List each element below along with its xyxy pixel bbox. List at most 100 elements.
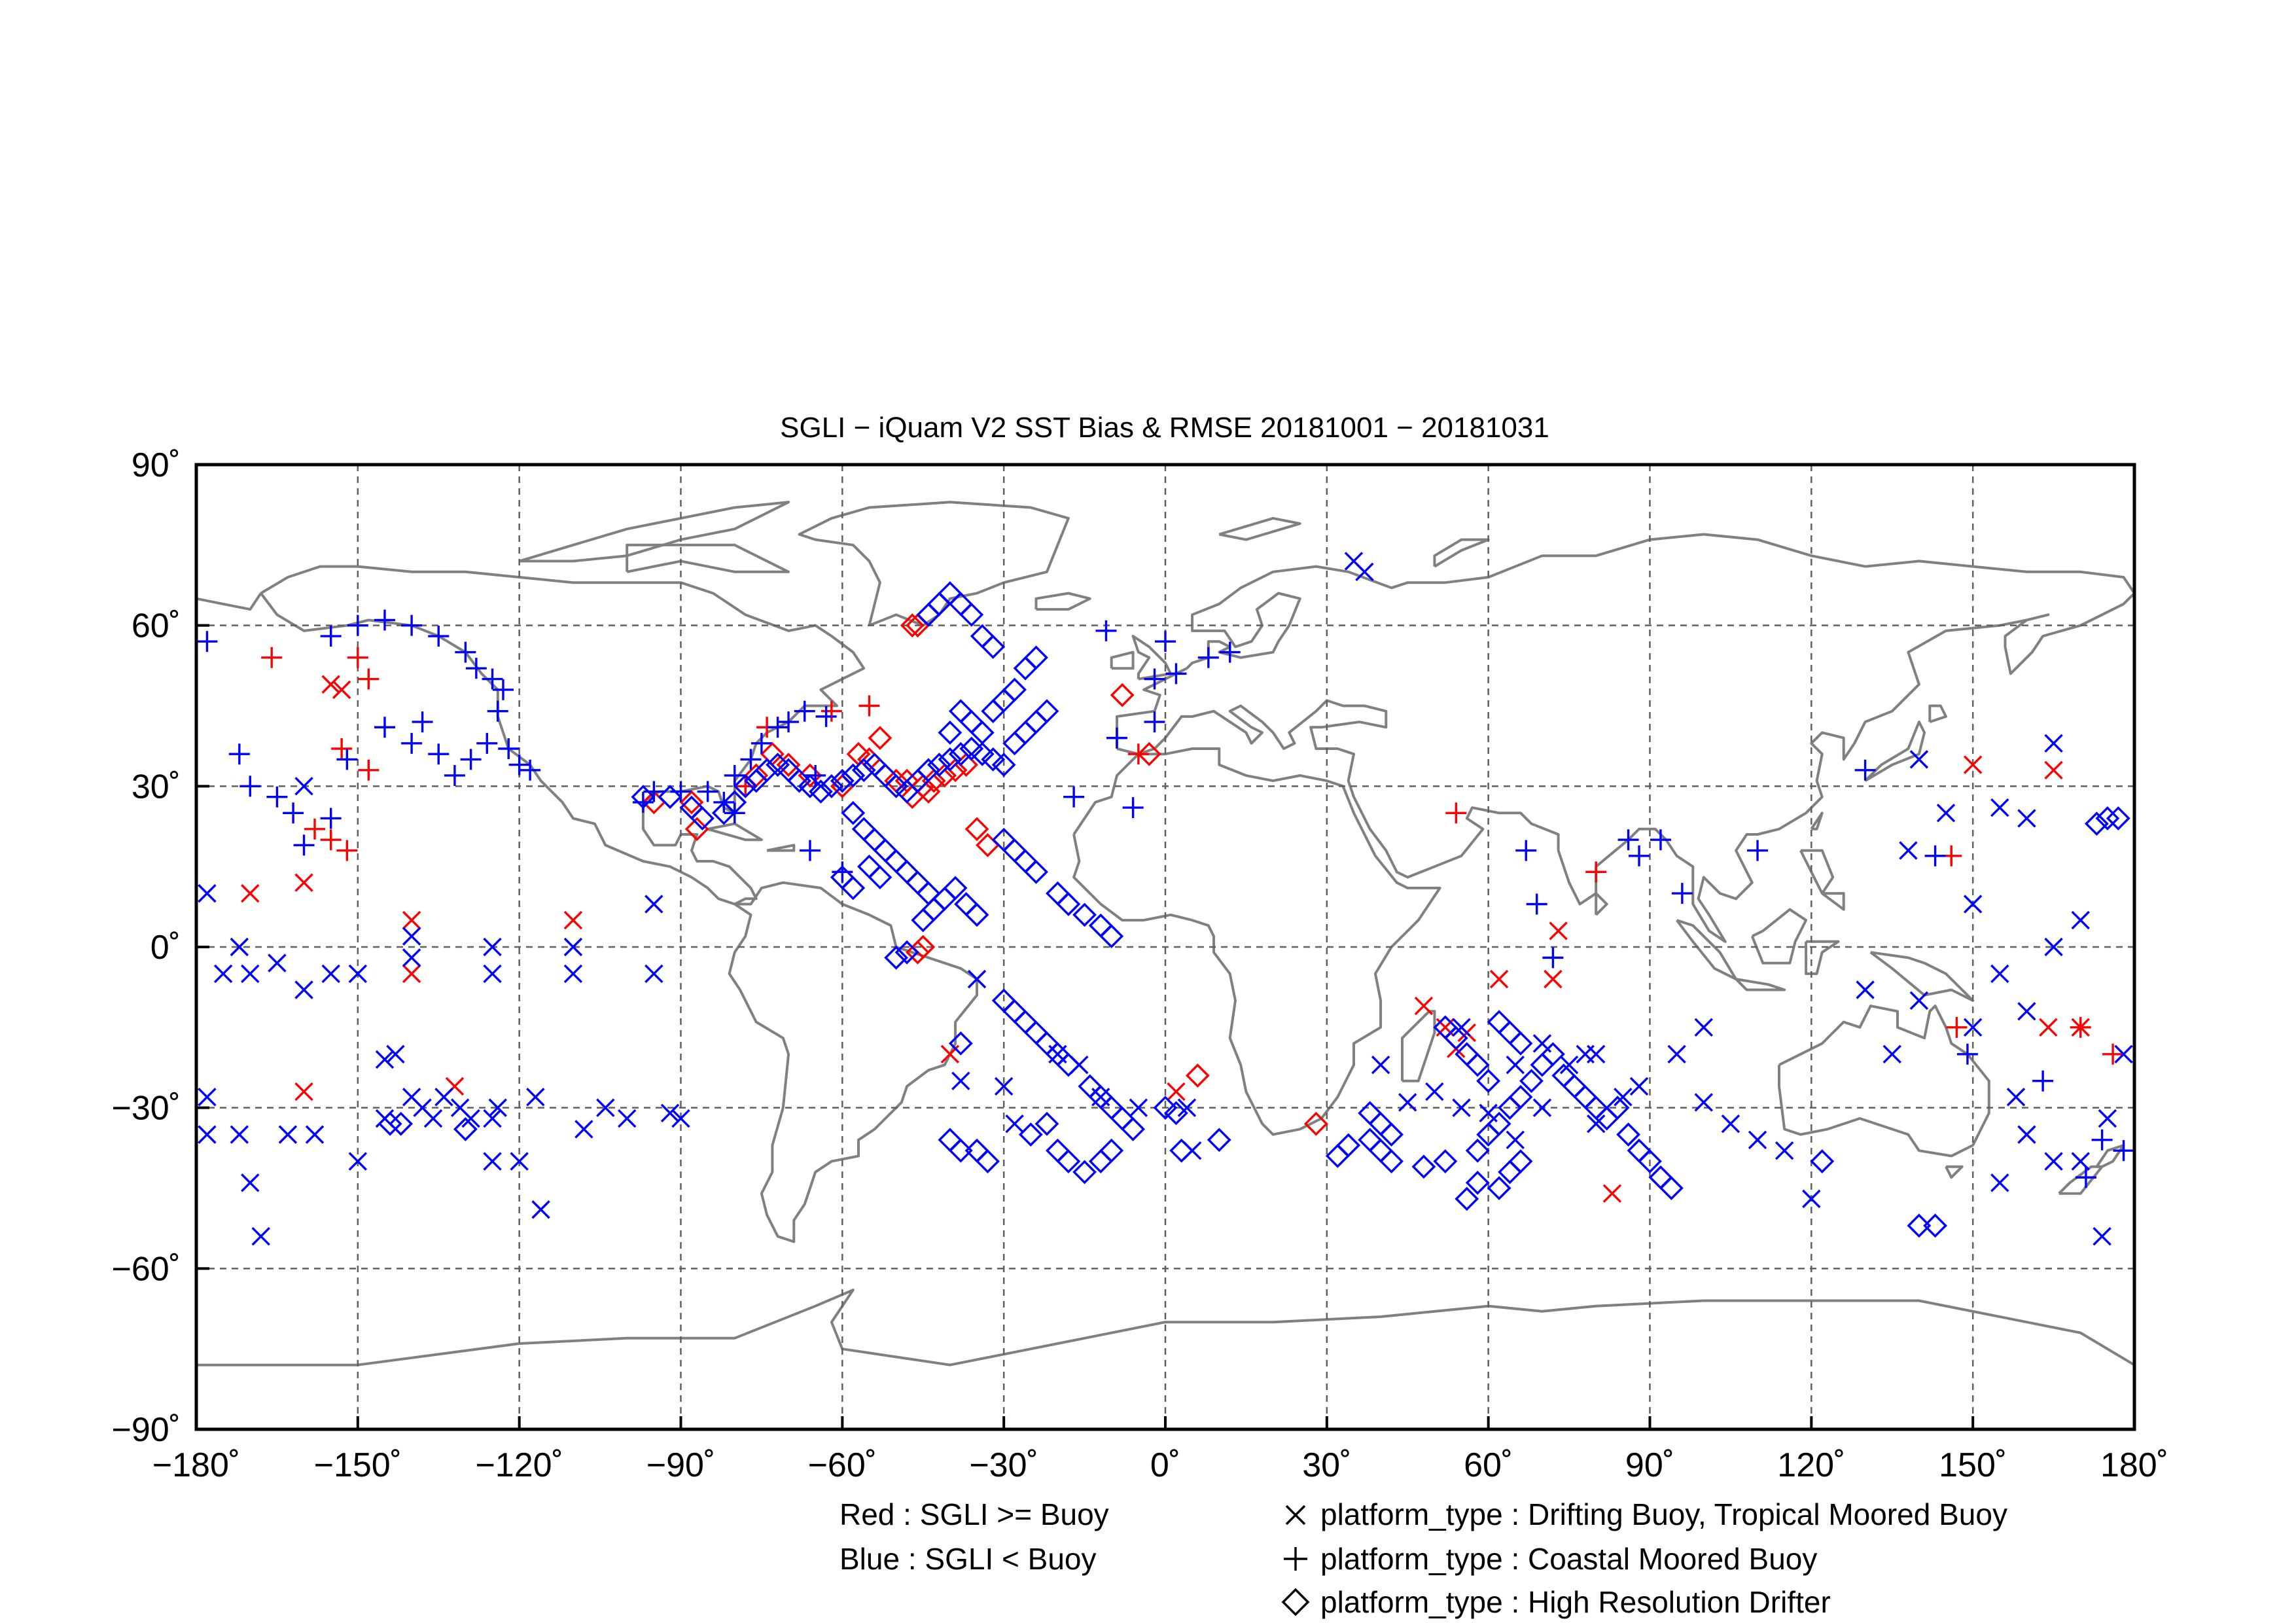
marker-blue-+	[487, 700, 508, 722]
diamond-marker-icon	[1281, 1588, 1310, 1616]
marker-blue-x	[574, 1120, 593, 1139]
marker-blue-+	[1924, 845, 1946, 866]
marker-blue-x	[951, 1071, 970, 1090]
marker-blue-diamond	[722, 790, 747, 815]
coastline-outline	[1750, 908, 1808, 965]
marker-red-diamond	[798, 763, 822, 788]
marker-blue-+	[498, 738, 520, 760]
marker-blue-+	[374, 609, 395, 631]
marker-blue-diamond	[970, 721, 995, 745]
marker-blue-x	[483, 1109, 502, 1128]
marker-blue-x	[2044, 937, 2063, 957]
marker-blue-+	[320, 808, 342, 829]
coastline-outline	[1433, 538, 1490, 568]
marker-blue-diamond	[1487, 1111, 1511, 1136]
marker-blue-x	[1694, 1018, 1713, 1037]
marker-blue-x	[1990, 1173, 2009, 1192]
marker-blue-diamond	[927, 753, 951, 777]
marker-blue-x	[1129, 1098, 1148, 1117]
marker-red-diamond	[1185, 1063, 1210, 1088]
marker-blue-x	[1721, 1115, 1740, 1133]
marker-red-+	[1585, 861, 1607, 883]
marker-blue-diamond	[1121, 1117, 1146, 1141]
marker-blue-diamond	[1508, 1031, 1533, 1056]
marker-blue-+	[196, 631, 218, 652]
x-tick-label: −120˚	[475, 1446, 563, 1484]
marker-blue-diamond	[1024, 859, 1048, 884]
marker-blue-diamond	[1411, 1154, 1436, 1179]
marker-blue-diamond	[1379, 1149, 1404, 1173]
marker-blue-x	[596, 1098, 615, 1117]
marker-blue-x	[241, 1173, 260, 1192]
color-legend-blue: Blue : SGLI < Buoy	[839, 1542, 1097, 1576]
marker-red-diamond	[964, 817, 989, 842]
marker-blue-+	[832, 861, 853, 883]
marker-blue-+	[1854, 759, 1876, 781]
marker-red-x	[563, 910, 583, 930]
marker-blue-+	[465, 658, 487, 679]
marker-blue-x	[1694, 1093, 1713, 1112]
marker-blue-x	[1936, 804, 1956, 823]
marker-blue-+	[228, 743, 250, 765]
marker-blue-diamond	[884, 945, 909, 970]
marker-blue-x	[510, 1152, 529, 1171]
marker-blue-+	[1144, 668, 1165, 690]
marker-red-+	[1946, 1016, 1968, 1038]
marker-blue-x	[402, 948, 421, 967]
marker-blue-x	[1748, 1130, 1767, 1150]
marker-blue-diamond	[938, 747, 963, 772]
marker-blue-x	[2044, 734, 2063, 753]
marker-blue-diamond	[1379, 1122, 1404, 1147]
y-tick-label: 30˚	[132, 768, 181, 806]
marker-blue-+	[374, 717, 395, 738]
observation-markers	[196, 552, 2134, 1246]
coastline-outline	[196, 592, 262, 611]
coastline-outline	[707, 822, 763, 842]
marker-blue-+	[2032, 1070, 2054, 1092]
marker-blue-diamond	[841, 800, 866, 825]
marker-blue-+	[1219, 641, 1241, 663]
marker-blue-diamond	[948, 1031, 973, 1056]
marker-red-+	[320, 829, 342, 851]
marker-blue-diamond	[948, 1138, 973, 1163]
marker-blue-x	[375, 1050, 395, 1069]
marker-blue-diamond	[1519, 1069, 1544, 1094]
marker-blue-x	[198, 1088, 217, 1107]
marker-red-+	[336, 840, 358, 861]
marker-blue-diamond	[1455, 1186, 1479, 1211]
marker-blue-diamond	[631, 785, 656, 810]
marker-legend-high-resolution-drifter: platform_type : High Resolution Drifter	[1320, 1585, 1831, 1619]
marker-blue-x	[2017, 1002, 2036, 1021]
marker-blue-diamond	[1659, 1176, 1684, 1200]
marker-blue-diamond	[1443, 1026, 1468, 1050]
marker-blue-x	[1802, 1189, 1821, 1209]
marker-blue-x	[1005, 1115, 1024, 1133]
marker-blue-x	[660, 1103, 680, 1123]
coastline-outline	[1072, 747, 1441, 1136]
marker-blue-+	[412, 711, 433, 733]
marker-blue-x	[526, 1088, 545, 1107]
marker-blue-+	[1155, 631, 1176, 652]
marker-blue-+	[767, 717, 788, 738]
marker-legend: platform_type : Drifting Buoy, Tropical …	[1281, 1497, 2007, 1619]
marker-blue-diamond	[453, 1117, 478, 1141]
coastline-outline	[1218, 516, 1301, 541]
marker-red-+	[261, 647, 283, 668]
marker-red-x	[241, 883, 260, 903]
marker-blue-+	[697, 781, 718, 802]
marker-blue-diamond	[1153, 1096, 1178, 1120]
marker-blue-diamond	[1810, 1149, 1835, 1173]
marker-red-x	[2039, 1018, 2058, 1037]
marker-blue-+	[1526, 893, 1547, 915]
marker-blue-diamond	[1002, 677, 1027, 702]
marker-blue-x	[967, 969, 987, 989]
marker-blue-diamond	[1099, 924, 1124, 949]
marker-blue-x	[241, 964, 260, 984]
marker-blue-diamond	[894, 940, 919, 965]
marker-blue-x	[2017, 1125, 2036, 1144]
marker-blue-diamond	[1923, 1213, 1947, 1238]
marker-blue-diamond	[841, 763, 866, 788]
marker-red-diamond	[894, 768, 919, 793]
coastline-outline	[1110, 651, 1135, 670]
marker-blue-+	[520, 759, 541, 781]
